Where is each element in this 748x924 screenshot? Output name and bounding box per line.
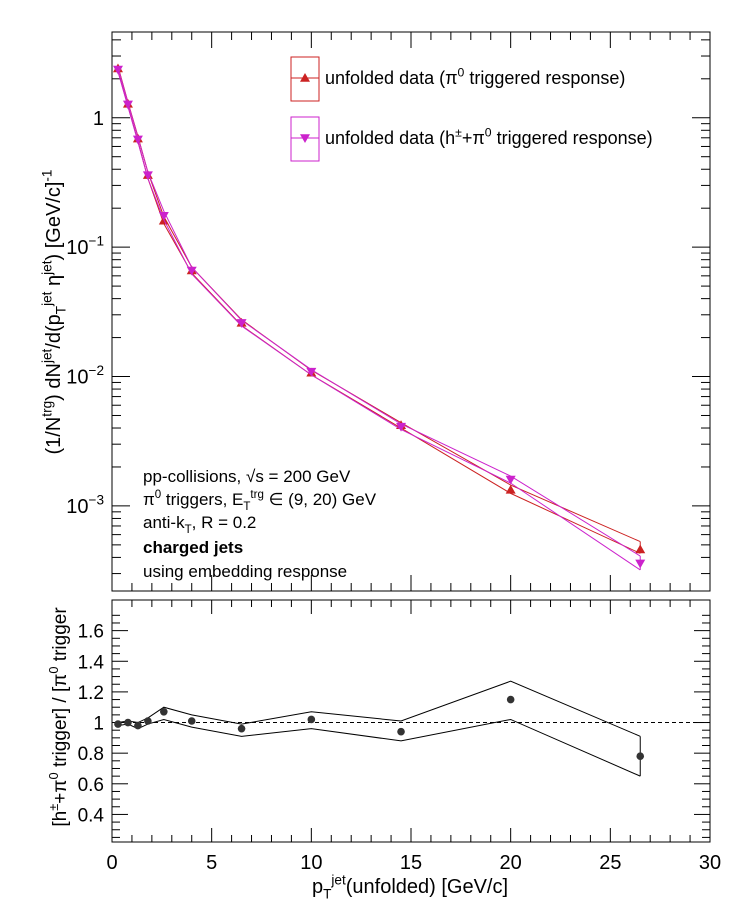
series-1-point [505, 475, 516, 485]
series-1-point [112, 65, 123, 75]
annotation-text: using embedding response [143, 562, 347, 581]
x-tick-label: 5 [206, 852, 217, 874]
legend-marker [300, 134, 310, 143]
y-tick-label: 10−1 [66, 234, 104, 259]
y-axis-label-bottom: [h±+π0 trigger] / [π0 trigger [46, 607, 71, 827]
y-axis-label-top: (1/Ntrg) dNjet/d(pTjet ηjet) [GeV/c]-1 [40, 169, 69, 454]
series-1-point [186, 266, 197, 276]
legend-swatch-box [290, 116, 320, 162]
annotation-text: pp-collisions, √s = 200 GeV [143, 467, 351, 486]
ratio-point [307, 715, 316, 724]
y-tick-label: 1 [93, 108, 104, 130]
series-0-point [505, 484, 516, 494]
series-1-point [306, 367, 317, 377]
ratio-point [397, 727, 405, 736]
x-tick-label: 0 [106, 852, 117, 874]
ratio-point [187, 717, 196, 725]
y-tick-label: 1.6 [78, 622, 104, 643]
series-0-point [635, 544, 646, 554]
bottom-panel: 0.4 0.6 0.8 1 1.2 1.4 1.6 0 5 10 15 20 25 30 [78, 599, 721, 874]
series-1-point [158, 211, 169, 221]
ratio-band-lower [117, 718, 641, 777]
ratio-point [134, 721, 142, 730]
y-tick-label: 0.4 [78, 805, 105, 826]
series-1-point [132, 135, 143, 145]
y-tick-label: 10−3 [66, 493, 104, 518]
ratio-point [237, 724, 246, 733]
legend-label: unfolded data (π0 triggered response) [325, 65, 625, 88]
series-1-point [236, 319, 247, 328]
x-tick-label: 20 [500, 852, 522, 874]
y-tick-label: 1.4 [78, 652, 105, 673]
annotation-text: charged jets [143, 538, 243, 557]
ratio-point [114, 720, 122, 728]
ratio-point [144, 717, 152, 725]
y-tick-label: 1.2 [78, 683, 104, 704]
x-tick-label: 15 [400, 852, 422, 874]
top-panel: 10−3 10−2 10−1 1 unfolded data (π0 triggered… [66, 31, 711, 592]
ratio-point [506, 695, 515, 704]
chart-labels: (1/Ntrg) dNjet/d(pTjet ηjet) [GeV/c]-1 [h… [40, 169, 508, 901]
legend-marker [300, 73, 310, 82]
annotation-text: anti-kT, R = 0.2 [143, 513, 256, 536]
x-axis-label: pTjet(unfolded) [GeV/c] [312, 873, 508, 902]
series-1-point [396, 422, 407, 432]
y-tick-label: 0.8 [78, 744, 104, 765]
y-tick-label: 0.6 [78, 775, 104, 796]
y-tick-label: 1 [93, 714, 104, 735]
bottom-frame [111, 599, 711, 843]
ratio-point [160, 708, 168, 716]
y-tick-label: 10−2 [66, 363, 104, 388]
series-1-point [635, 559, 646, 569]
legend-label: unfolded data (h±+π0 triggered response) [325, 125, 653, 148]
ratio-band-upper [117, 680, 641, 737]
ratio-point [636, 752, 645, 761]
x-tick-label: 10 [300, 852, 322, 874]
legend-swatch-box [290, 56, 320, 102]
ratio-point [124, 718, 132, 727]
annotation-text: π0 triggers, ETtrg ∈ (9, 20) GeV [143, 489, 377, 513]
series-1-point [122, 100, 133, 110]
series-1-point [142, 171, 153, 181]
x-tick-label: 30 [699, 852, 721, 874]
x-tick-label: 25 [599, 852, 621, 874]
